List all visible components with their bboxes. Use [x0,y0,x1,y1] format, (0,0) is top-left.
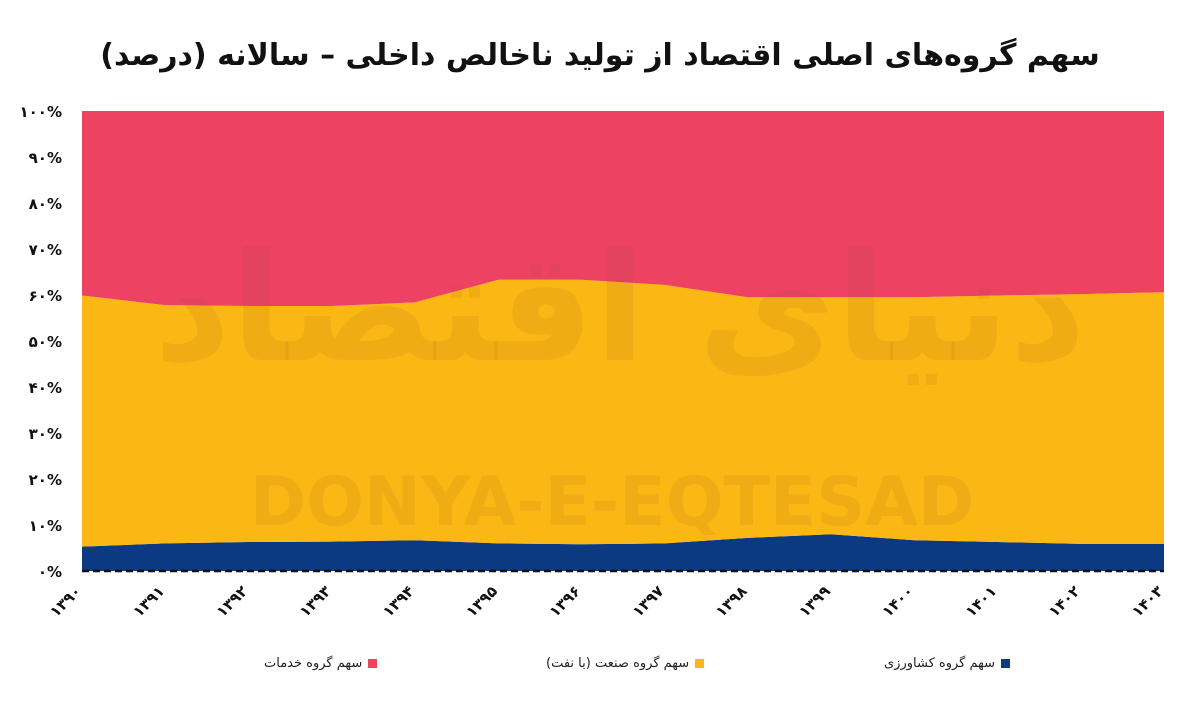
legend-swatch [368,659,378,668]
legend-item-0: سهم گروه کشاورزی [884,656,1011,671]
x-tick-label: ۱۴۰۳ [1128,582,1167,621]
x-axis-ticks: ۱۳۹۰ ۱۳۹۱ ۱۳۹۲ ۱۳۹۳ ۱۳۹۴ ۱۳۹۵ ۱۳۹۶ ۱۳۹۷ ۱۳۹۸ ۱۳۹۹… [46,582,1167,621]
y-tick-label: ۶۰% [29,287,62,305]
y-tick-label: ۱۰۰% [20,103,63,121]
x-tick-label: ۱۳۹۸ [712,582,751,621]
area-series-0 [82,534,1164,571]
x-tick-label: ۱۳۹۱ [129,582,168,621]
y-tick-label: ۷۰% [29,241,62,259]
legend-label: سهم گروه صنعت (با نفت) [546,656,690,671]
x-tick-label: ۱۳۹۴ [379,582,418,621]
legend-item-2: سهم گروه خدمات [264,656,378,671]
x-tick-label: ۱۴۰۲ [1045,582,1084,621]
x-tick-label: ۱۳۹۹ [795,582,834,621]
x-tick-label: ۱۳۹۲ [213,582,252,621]
watermark: دنیای اقتصاد DONYA-E-EQTESAD [154,222,1087,542]
y-axis-ticks: ۰% ۱۰% ۲۰% ۳۰% ۴۰% ۵۰% ۶۰% ۷۰% ۸۰% ۹۰% ۱۰۰% [20,103,63,581]
legend-swatch [1001,659,1011,668]
y-tick-label: ۱۰% [29,517,62,535]
x-tick-label: ۱۴۰۰ [879,582,918,621]
legend: سهم گروه کشاورزی سهم گروه صنعت (با نفت) سه… [0,656,1200,678]
y-tick-label: ۹۰% [29,149,62,167]
y-tick-label: ۵۰% [29,333,62,351]
legend-label: سهم گروه کشاورزی [884,656,996,671]
y-tick-label: ۴۰% [29,379,62,397]
x-tick-label: ۱۳۹۵ [462,582,501,621]
watermark-text: DONYA-E-EQTESAD [250,463,975,542]
y-tick-label: ۲۰% [29,471,62,489]
area-series-1 [82,279,1164,547]
y-tick-label: ۰% [38,563,62,581]
x-tick-label: ۱۳۹۳ [296,582,335,621]
x-tick-label: ۱۳۹۷ [629,582,668,621]
y-tick-label: ۸۰% [29,195,62,213]
chart-title: سهم گروه‌های اصلی اقتصاد از تولید ناخالص… [100,38,1100,73]
legend-label: سهم گروه خدمات [264,656,363,671]
legend-swatch [695,659,705,668]
area-series-2 [82,111,1164,306]
x-tick-label: ۱۴۰۱ [962,582,1001,621]
x-tick-label: ۱۳۹۶ [546,582,585,621]
x-tick-label: ۱۳۹۰ [46,582,85,621]
legend-item-1: سهم گروه صنعت (با نفت) [546,656,705,671]
watermark-logo: دنیای اقتصاد [154,222,1087,396]
y-tick-label: ۳۰% [29,425,62,443]
series-areas [82,111,1164,571]
